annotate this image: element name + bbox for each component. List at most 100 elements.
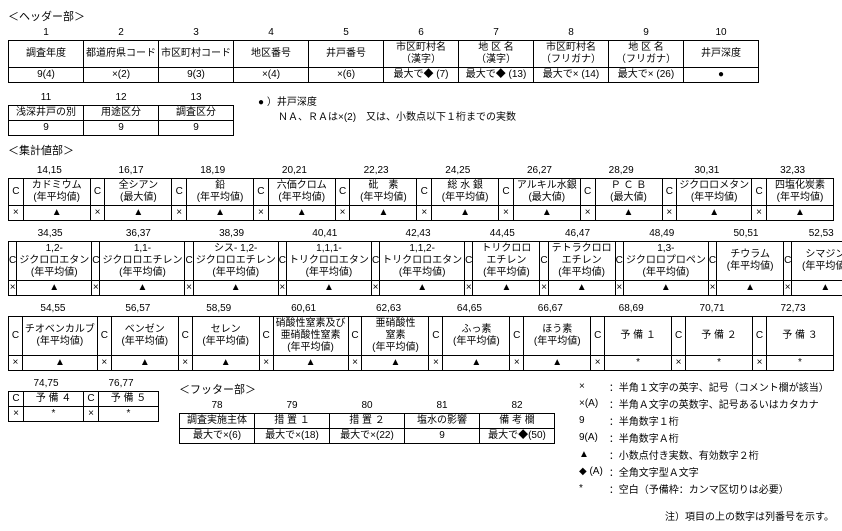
cell: ▲ xyxy=(273,356,348,371)
cell: * xyxy=(767,356,834,371)
cell: 予 備 １ xyxy=(605,317,672,356)
cell: × xyxy=(540,281,548,296)
cell: 82 xyxy=(480,399,555,414)
cell: 62,63 xyxy=(348,302,429,317)
cell: C xyxy=(784,242,792,281)
cell: × xyxy=(92,281,100,296)
cell: 34,35 xyxy=(9,227,92,242)
cell: 9 xyxy=(577,413,605,428)
cell: 亜硝酸性 窒素 (年平均値) xyxy=(362,317,429,356)
cell: ● xyxy=(684,68,759,83)
cell: × xyxy=(178,356,192,371)
cell: 最大で×(6) xyxy=(180,429,255,444)
cell: チウラム (年平均値) xyxy=(717,242,784,281)
yobi45-table: 74,7576,77 C予 備 ４C予 備 ５ ×*×* xyxy=(8,377,159,422)
cell: × xyxy=(9,206,24,221)
cell: × xyxy=(417,206,432,221)
cell: 1,2- ジクロロエタン (年平均値) xyxy=(17,242,92,281)
cell: × xyxy=(591,356,605,371)
cell: 地区番号 xyxy=(234,41,309,68)
cell: 9 xyxy=(405,429,480,444)
cell: × xyxy=(662,206,677,221)
cell: × xyxy=(97,356,111,371)
cell: 79 xyxy=(255,399,330,414)
cell: 砒 素 (年平均値) xyxy=(350,179,417,206)
cell: 60,61 xyxy=(259,302,348,317)
cell: ほう素 (年平均値) xyxy=(524,317,591,356)
cell: C xyxy=(510,317,524,356)
cell: C xyxy=(499,179,514,206)
cell: 予 備 ３ xyxy=(767,317,834,356)
cell: × xyxy=(752,206,767,221)
cell: ：半角１文字の英字、記号（コメント欄が該当） xyxy=(607,379,831,394)
cell: 井戸番号 xyxy=(309,41,384,68)
cell: × xyxy=(185,281,193,296)
cell: C xyxy=(9,179,24,206)
cell: 浅深井戸の別 xyxy=(9,106,84,121)
cell: 最大で×(22) xyxy=(330,429,405,444)
cell: × xyxy=(84,407,99,422)
cell: ▲ xyxy=(105,206,172,221)
cell: 1,1- ジクロロエチレン (年平均値) xyxy=(100,242,185,281)
cell: C xyxy=(172,179,187,206)
cell: ▲ xyxy=(286,281,371,296)
cell: 5 xyxy=(309,26,384,41)
cell: C xyxy=(9,317,23,356)
cell: 4 xyxy=(234,26,309,41)
cell: ▲ xyxy=(362,356,429,371)
cell: 76,77 xyxy=(84,377,159,392)
cell: * xyxy=(605,356,672,371)
cell: 地 区 名 （フリガナ） xyxy=(609,41,684,68)
cell: C xyxy=(540,242,548,281)
cell: 最大で×(18) xyxy=(255,429,330,444)
header-table-2: 111213 浅深井戸の別用途区分調査区分 999 xyxy=(8,91,234,136)
cell: 1,1,1- トリクロロエタン (年平均値) xyxy=(286,242,371,281)
cell: ▲ xyxy=(22,356,97,371)
cell: 市区町村名 （漢字） xyxy=(384,41,459,68)
cell: 72,73 xyxy=(753,302,834,317)
cell: 30,31 xyxy=(662,164,752,179)
cell: ▲ xyxy=(192,356,259,371)
header-label: ＜ヘッダー部＞ xyxy=(8,8,834,24)
cell: × xyxy=(784,281,792,296)
cell: 四塩化炭素 (年平均値) xyxy=(767,179,834,206)
cell: × xyxy=(615,281,623,296)
cell: 22,23 xyxy=(335,164,417,179)
cell: 18,19 xyxy=(172,164,254,179)
footer-label: ＜フッター部＞ xyxy=(179,381,555,397)
cell: ×(A) xyxy=(577,396,605,411)
cell: C xyxy=(9,242,17,281)
cell: 46,47 xyxy=(540,227,615,242)
cell: 9(4) xyxy=(9,68,84,83)
cell: * xyxy=(99,407,159,422)
cell: ▲ xyxy=(717,281,784,296)
cell: 予 備 ４ xyxy=(24,392,84,407)
cell: × xyxy=(371,281,379,296)
cell: C xyxy=(591,317,605,356)
cell: 地 区 名 （漢字） xyxy=(459,41,534,68)
cell: 備 考 欄 xyxy=(480,414,555,429)
cell: ▲ xyxy=(193,281,278,296)
cell: ：半角数字１桁 xyxy=(607,413,831,428)
cell: 12 xyxy=(84,91,159,106)
cell: 36,37 xyxy=(92,227,185,242)
cell: C xyxy=(254,179,269,206)
cell: × xyxy=(499,206,514,221)
cell: ：小数点付き実数、有効数字２桁 xyxy=(607,447,831,462)
cell: 48,49 xyxy=(615,227,708,242)
cell: 6 xyxy=(384,26,459,41)
cell: 最大で◆ (7) xyxy=(384,68,459,83)
legend-table: ×：半角１文字の英字、記号（コメント欄が該当）×(A)：半角Ａ文字の英数字、記号… xyxy=(575,377,833,498)
cell: 42,43 xyxy=(371,227,464,242)
cell: × xyxy=(580,206,595,221)
cell: 56,57 xyxy=(97,302,178,317)
cell: 66,67 xyxy=(510,302,591,317)
cell: ×(4) xyxy=(234,68,309,83)
cell: ジクロロメタン (年平均値) xyxy=(677,179,752,206)
cell: C xyxy=(615,242,623,281)
cell: C xyxy=(752,179,767,206)
cell: ▲ xyxy=(767,206,834,221)
cell: × xyxy=(9,407,24,422)
cell: × xyxy=(9,356,23,371)
cell: ▲ xyxy=(792,281,842,296)
